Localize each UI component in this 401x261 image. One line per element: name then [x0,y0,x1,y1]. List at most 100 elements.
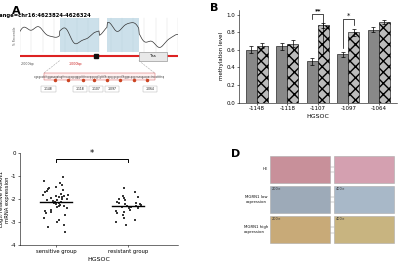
Point [48,207,55,212]
Point [133,204,140,208]
Bar [348,32,359,103]
Point [55,204,62,208]
Point [132,218,138,222]
Point [44,189,51,193]
Point [62,229,69,234]
Bar [107,18,139,52]
Bar [337,54,348,103]
Text: D: D [231,149,240,159]
Point [124,204,130,208]
Bar [105,86,119,92]
Point [114,199,121,204]
Point [42,190,49,194]
Point [57,199,64,204]
Point [56,201,62,205]
Bar [257,45,268,103]
Point [61,213,68,217]
Text: A: A [12,6,21,16]
Point [53,194,60,198]
Bar [334,156,394,183]
Point [114,211,120,215]
Bar [288,44,298,103]
Point [120,196,127,200]
Point [123,223,130,227]
Bar [318,25,329,103]
Point [121,186,128,190]
Text: MGRN1 low
expression: MGRN1 low expression [245,195,268,204]
Point [132,190,138,194]
Point [65,193,71,197]
Point [64,197,70,201]
Point [60,175,66,180]
Point [42,209,49,213]
Bar [139,52,167,61]
Point [59,195,65,199]
Bar [60,18,99,52]
Text: -1148: -1148 [44,87,53,91]
Point [41,179,47,183]
Point [135,195,141,199]
Point [118,205,125,209]
Text: Tss: Tss [150,55,156,58]
Point [120,213,126,217]
Point [133,201,140,205]
Point [113,220,119,224]
Point [45,225,51,229]
Text: 400×: 400× [336,217,345,221]
Point [48,210,54,214]
Point [51,200,58,204]
Bar [307,61,318,103]
Text: *: * [90,149,94,158]
X-axis label: HGSOC: HGSOC [306,114,329,119]
Bar [334,186,394,213]
Text: *: * [346,12,350,18]
Point [122,198,128,203]
Y-axis label: Log₁₀ relative MGRN1
mRNA expression: Log₁₀ relative MGRN1 mRNA expression [0,171,10,227]
Bar [276,46,288,103]
Point [126,206,132,211]
Point [61,194,67,198]
Point [120,216,127,220]
Text: -1107: -1107 [92,87,100,91]
Text: 200×: 200× [272,187,282,191]
Text: HE: HE [263,167,268,171]
Point [53,202,60,206]
Text: B: B [210,3,219,13]
Point [45,187,51,191]
Point [59,183,66,188]
Point [58,191,64,195]
Point [60,188,66,192]
Bar [270,186,330,213]
X-axis label: HGSOC: HGSOC [88,257,111,261]
Text: -1118: -1118 [76,87,85,91]
Point [122,202,128,206]
Bar [143,86,157,92]
Bar [334,216,394,244]
Text: -1064: -1064 [146,87,154,91]
Point [41,216,47,220]
Bar [379,22,390,103]
Bar [73,86,87,92]
Bar [270,216,330,244]
Text: -1000bp: -1000bp [69,62,82,66]
Point [127,207,134,212]
Point [44,198,50,203]
Bar [270,156,330,183]
Point [56,195,62,199]
Text: % Percentile: % Percentile [13,27,17,45]
Point [40,193,47,197]
Point [57,203,63,207]
Bar [246,50,257,103]
Bar [41,86,56,92]
Point [113,209,119,213]
Point [56,218,63,222]
Text: cgagcatcttggaaagatagttncagagcgggcttttncepqcpgtlgtttlhcqpg gcgcntlhggpcqqgnanagac: cgagcatcttggaaagatagttncagagcgggcttttnce… [34,75,164,79]
Point [51,201,57,205]
Text: MGRN1 high
expression: MGRN1 high expression [243,226,268,234]
Bar [368,30,379,103]
Text: -1097: -1097 [107,87,116,91]
Bar [89,86,103,92]
Point [116,197,123,201]
Point [119,194,126,198]
Point [43,211,49,215]
